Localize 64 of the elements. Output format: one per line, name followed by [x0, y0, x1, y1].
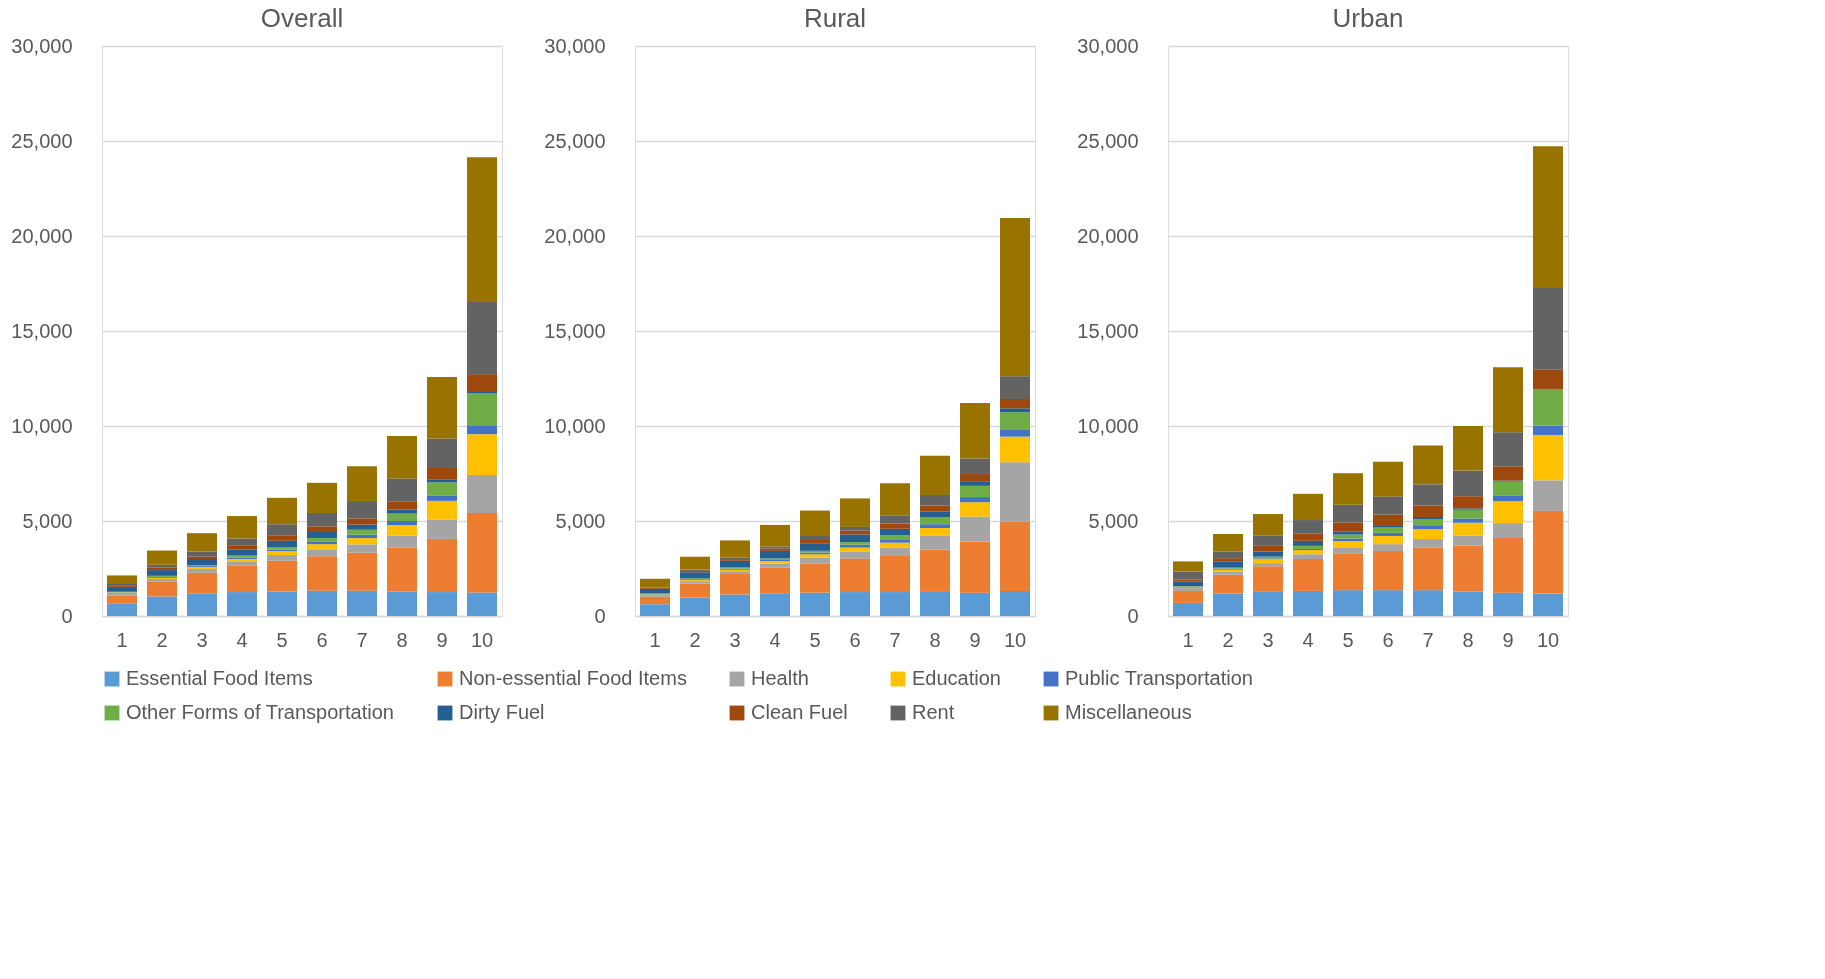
- x-tick-label: 3: [1262, 628, 1274, 651]
- x-tick-label: 2: [689, 628, 701, 651]
- x-tick-label: 10: [470, 628, 494, 651]
- x-tick-label: 8: [396, 628, 408, 651]
- legend-label: Dirty Fuel: [459, 701, 545, 723]
- x-tick-label: 9: [436, 628, 448, 651]
- y-tick-label: 0: [1127, 604, 1139, 627]
- legend-label: Miscellaneous: [1065, 701, 1192, 723]
- y-tick-label: 30,000: [11, 34, 73, 57]
- y-tick-label: 10,000: [11, 414, 73, 437]
- x-tick-label: 4: [236, 628, 248, 651]
- x-tick-label: 4: [769, 628, 781, 651]
- y-tick-label: 20,000: [544, 224, 606, 247]
- y-tick-label: 15,000: [544, 319, 606, 342]
- y-tick-label: 10,000: [1077, 414, 1139, 437]
- legend-label: Health: [751, 667, 809, 689]
- x-tick-label: 6: [316, 628, 328, 651]
- x-tick-label: 8: [929, 628, 941, 651]
- legend-label: Education: [912, 667, 1001, 689]
- x-tick-label: 1: [116, 628, 128, 651]
- y-tick-label: 20,000: [1077, 224, 1139, 247]
- y-tick-label: 5,000: [555, 509, 606, 532]
- x-tick-label: 4: [1302, 628, 1314, 651]
- x-tick-label: 6: [849, 628, 861, 651]
- y-tick-label: 20,000: [11, 224, 73, 247]
- y-tick-label: 30,000: [544, 34, 606, 57]
- x-tick-label: 5: [809, 628, 821, 651]
- legend-label: Essential Food Items: [126, 667, 313, 689]
- legend-label: Rent: [912, 701, 955, 723]
- y-tick-label: 25,000: [1077, 129, 1139, 152]
- x-tick-label: 9: [1502, 628, 1514, 651]
- x-tick-label: 3: [729, 628, 741, 651]
- y-tick-label: 30,000: [1077, 34, 1139, 57]
- x-tick-label: 6: [1382, 628, 1394, 651]
- y-tick-label: 15,000: [11, 319, 73, 342]
- y-tick-label: 10,000: [544, 414, 606, 437]
- y-tick-label: 25,000: [544, 129, 606, 152]
- x-tick-label: 10: [1003, 628, 1027, 651]
- x-tick-label: 7: [356, 628, 368, 651]
- chart-title: Overall: [260, 3, 344, 33]
- x-tick-label: 7: [889, 628, 901, 651]
- x-tick-label: 3: [196, 628, 208, 651]
- x-tick-label: 8: [1462, 628, 1474, 651]
- chart-title: Urban: [1332, 3, 1404, 33]
- legend-label: Other Forms of Transportation: [126, 701, 394, 723]
- y-tick-label: 25,000: [11, 129, 73, 152]
- x-tick-label: 5: [276, 628, 288, 651]
- y-tick-label: 15,000: [1077, 319, 1139, 342]
- x-tick-label: 5: [1342, 628, 1354, 651]
- legend-label: Clean Fuel: [751, 701, 848, 723]
- y-tick-label: 0: [594, 604, 606, 627]
- x-tick-label: 2: [156, 628, 168, 651]
- legend-label: Non-essential Food Items: [459, 667, 687, 689]
- y-tick-label: 5,000: [22, 509, 73, 532]
- legend-label: Public Transportation: [1065, 667, 1253, 689]
- x-tick-label: 7: [1422, 628, 1434, 651]
- chart-title: Rural: [803, 3, 867, 33]
- x-tick-label: 10: [1536, 628, 1560, 651]
- y-tick-label: 5,000: [1088, 509, 1139, 532]
- x-tick-label: 9: [969, 628, 981, 651]
- y-tick-label: 0: [61, 604, 73, 627]
- x-tick-label: 1: [649, 628, 661, 651]
- x-tick-label: 2: [1222, 628, 1234, 651]
- x-tick-label: 1: [1182, 628, 1194, 651]
